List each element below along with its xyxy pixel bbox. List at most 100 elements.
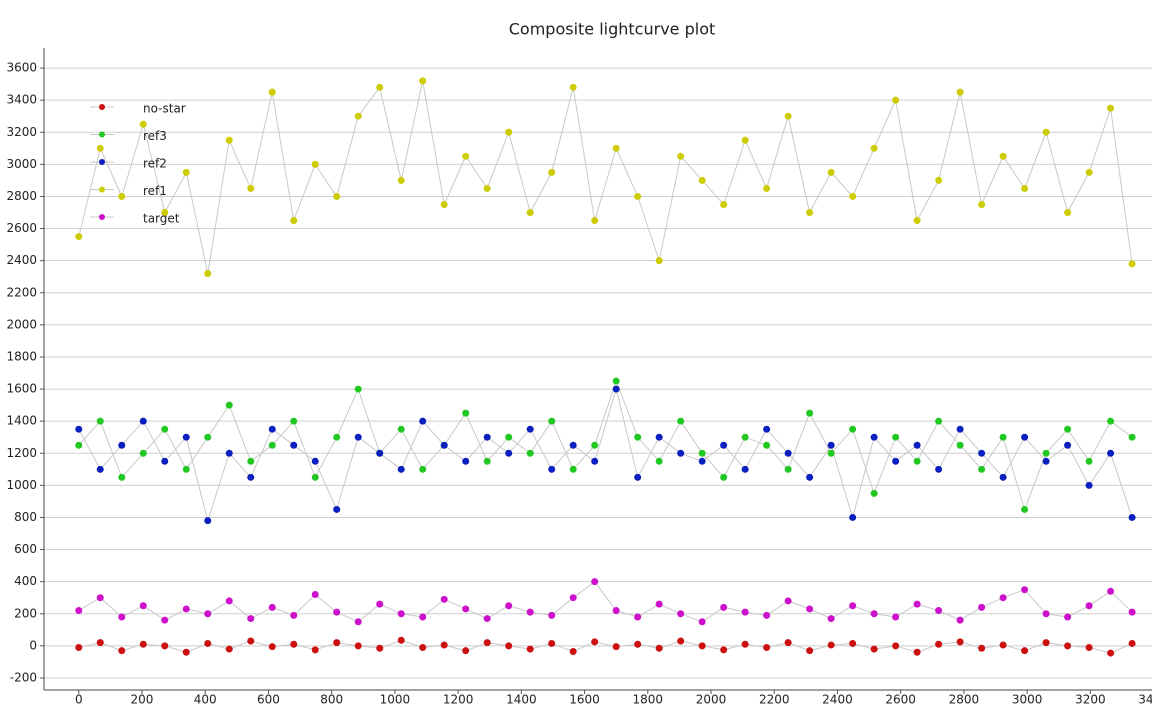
data-point [612, 144, 620, 152]
data-point [505, 602, 513, 610]
data-point [354, 433, 362, 441]
data-point [311, 160, 319, 168]
data-point [913, 457, 921, 465]
data-point [892, 457, 900, 465]
data-point [870, 144, 878, 152]
legend: no-star ref3 ref2 ref1 target [90, 102, 186, 226]
data-point [333, 608, 341, 616]
data-point [161, 425, 169, 433]
legend-label: ref1 [143, 184, 167, 198]
data-point [849, 425, 857, 433]
data-point [763, 441, 771, 449]
x-tick-label: 400 [194, 693, 217, 707]
x-tick-label: 3000 [1012, 693, 1043, 707]
data-point [591, 217, 599, 225]
data-point [1042, 128, 1050, 136]
data-point [290, 217, 298, 225]
data-point [870, 433, 878, 441]
data-point [720, 441, 728, 449]
data-point [161, 457, 169, 465]
legend-label: target [143, 212, 180, 226]
x-tick-label: 200 [131, 693, 154, 707]
data-point [1021, 505, 1029, 513]
data-point [999, 641, 1007, 649]
data-point [419, 465, 427, 473]
data-point [999, 433, 1007, 441]
data-point [397, 176, 405, 184]
data-point [763, 425, 771, 433]
data-point [268, 603, 276, 611]
data-point [935, 465, 943, 473]
series-line [78, 379, 1133, 511]
data-point [290, 417, 298, 425]
data-point [139, 120, 147, 128]
data-point [1064, 425, 1072, 433]
data-point [225, 597, 233, 605]
data-point [268, 643, 276, 651]
data-point [462, 647, 470, 655]
data-point [290, 611, 298, 619]
data-point [741, 608, 749, 616]
data-point [741, 136, 749, 144]
data-point [526, 645, 534, 653]
data-point [526, 449, 534, 457]
data-point [677, 449, 685, 457]
data-point [655, 600, 663, 608]
data-point [978, 200, 986, 208]
data-point [1021, 647, 1029, 655]
data-point [376, 644, 384, 652]
data-point [784, 597, 792, 605]
data-point [204, 517, 212, 525]
data-point [591, 638, 599, 646]
data-point [698, 642, 706, 650]
data-point [956, 441, 964, 449]
data-point [311, 457, 319, 465]
x-tick-label: 1400 [506, 693, 537, 707]
data-point [397, 425, 405, 433]
data-point [483, 615, 491, 623]
legend-marker [99, 159, 105, 165]
data-point [892, 642, 900, 650]
data-point [1107, 649, 1115, 657]
data-point [204, 610, 212, 618]
data-point [1107, 587, 1115, 595]
data-point [247, 637, 255, 645]
y-tick-label: 2000 [6, 317, 37, 331]
data-point [333, 639, 341, 647]
legend-marker [99, 104, 105, 110]
data-point [1128, 433, 1136, 441]
data-point [333, 192, 341, 200]
data-point [354, 618, 362, 626]
data-point [397, 636, 405, 644]
data-point [1021, 586, 1029, 594]
data-point [978, 603, 986, 611]
series-line [78, 80, 1133, 274]
data-point [139, 449, 147, 457]
y-tick-label: 1000 [6, 478, 37, 492]
x-tick-label: 2800 [949, 693, 980, 707]
data-point [935, 176, 943, 184]
data-point [720, 646, 728, 654]
data-point [634, 433, 642, 441]
data-point [935, 417, 943, 425]
data-point [1128, 513, 1136, 521]
data-point [483, 433, 491, 441]
data-point [827, 615, 835, 623]
chart-title: Composite lightcurve plot [509, 20, 716, 39]
data-point [677, 152, 685, 160]
data-point [569, 594, 577, 602]
data-point [118, 473, 126, 481]
data-point [913, 648, 921, 656]
y-tick-label: 200 [14, 606, 37, 620]
data-point [1085, 457, 1093, 465]
data-point [1128, 260, 1136, 268]
data-point [354, 642, 362, 650]
x-tick-label: 3400 [1138, 693, 1152, 707]
data-point [268, 88, 276, 96]
legend-label: no-star [143, 102, 186, 116]
data-point [440, 641, 448, 649]
data-point [161, 209, 169, 217]
data-point [956, 616, 964, 624]
